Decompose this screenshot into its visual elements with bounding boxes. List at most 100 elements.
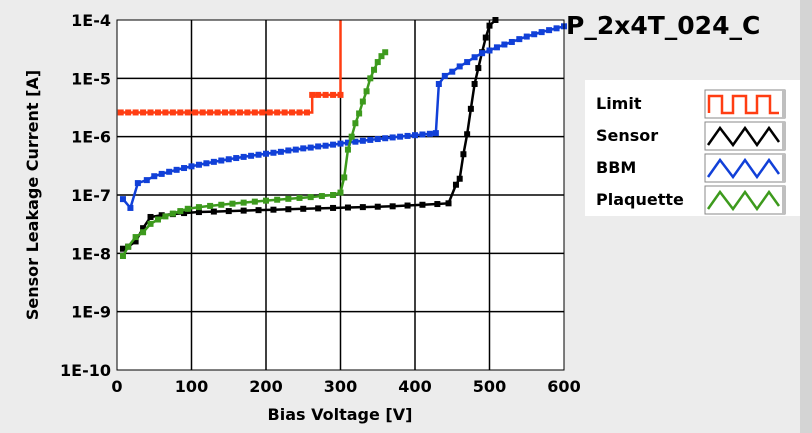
data-point [181, 165, 188, 172]
data-point [367, 75, 374, 82]
data-point [374, 136, 381, 143]
data-point [486, 47, 493, 54]
data-point [359, 137, 366, 144]
data-point [162, 213, 169, 220]
data-point [449, 68, 456, 75]
data-point [460, 151, 467, 158]
data-point [300, 145, 307, 152]
data-point [493, 44, 500, 51]
y-tick-label: 1E-4 [71, 11, 111, 30]
data-point [456, 175, 463, 182]
data-point [218, 157, 225, 164]
data-point [218, 201, 225, 208]
data-point [255, 207, 262, 214]
series-plaquette [119, 49, 389, 260]
legend-swatch-plaquette [704, 185, 786, 215]
data-point [445, 200, 452, 207]
data-point [154, 109, 161, 116]
data-point [467, 105, 474, 112]
data-point [315, 143, 322, 150]
data-point [166, 168, 173, 175]
data-point [117, 109, 124, 116]
data-point [125, 243, 132, 250]
legend-swatch-bbm [704, 153, 786, 183]
data-point [359, 98, 366, 105]
data-point [475, 65, 482, 72]
data-point [251, 109, 258, 116]
data-point [263, 197, 269, 204]
data-point [432, 130, 439, 137]
data-point [132, 234, 139, 241]
data-point [192, 109, 199, 116]
data-point [434, 201, 441, 208]
data-point [378, 53, 385, 60]
data-point [210, 208, 217, 215]
x-tick-label: 100 [175, 377, 208, 396]
data-point [266, 109, 273, 116]
data-point [274, 196, 281, 203]
x-tick-label: 200 [249, 377, 282, 396]
data-point [337, 189, 344, 196]
data-point [251, 198, 258, 205]
data-point [322, 91, 329, 98]
data-point [371, 66, 378, 73]
data-point [233, 155, 240, 162]
data-point [546, 27, 553, 34]
data-point [158, 170, 165, 177]
data-point [322, 142, 329, 149]
legend-label-limit: Limit [596, 94, 642, 113]
data-point [538, 29, 545, 36]
data-point [404, 202, 411, 209]
data-point [367, 136, 374, 143]
data-point [389, 134, 396, 141]
x-axis-title: Bias Voltage [V] [268, 405, 413, 424]
data-point [479, 50, 486, 57]
data-point [318, 193, 325, 200]
x-tick-label: 600 [547, 377, 580, 396]
data-point [374, 203, 381, 210]
data-point [119, 196, 126, 203]
y-tick-label: 1E-8 [71, 244, 111, 263]
data-point [147, 213, 154, 220]
data-point [173, 166, 180, 173]
data-point [236, 109, 243, 116]
data-point [184, 109, 191, 116]
data-point [419, 131, 426, 138]
data-point [452, 181, 459, 188]
data-point [210, 158, 217, 165]
y-tick-label: 1E-10 [60, 361, 111, 380]
data-point [203, 160, 210, 167]
data-point [169, 210, 176, 217]
data-point [289, 109, 296, 116]
data-point [214, 109, 221, 116]
data-point [229, 200, 236, 207]
data-point [134, 180, 141, 187]
series-layer [117, 17, 567, 260]
legend-label-plaquette: Plaquette [596, 190, 684, 209]
data-point [516, 36, 523, 43]
data-point [523, 33, 530, 40]
data-point [229, 109, 236, 116]
data-point [132, 238, 139, 245]
x-tick-labels: 0 100 200 300 400 500 600 [111, 377, 580, 396]
data-point [147, 220, 154, 227]
data-point [132, 109, 139, 116]
data-point [151, 173, 158, 180]
data-point [464, 131, 471, 138]
data-point [352, 138, 359, 145]
data-point [412, 132, 418, 139]
plot-border [116, 19, 565, 371]
data-point [270, 149, 277, 156]
data-point [158, 212, 165, 219]
legend-swatch-sensor [704, 121, 786, 151]
data-point [296, 194, 303, 201]
y-tick-label: 1E-7 [71, 186, 111, 205]
y-axis-title: Sensor Leakage Current [A] [23, 70, 42, 320]
data-point [140, 229, 147, 236]
data-point [195, 161, 202, 168]
data-point [344, 139, 351, 146]
x-tick-label: 400 [398, 377, 431, 396]
data-point [184, 205, 191, 212]
data-point [344, 146, 351, 153]
data-point [426, 130, 433, 137]
